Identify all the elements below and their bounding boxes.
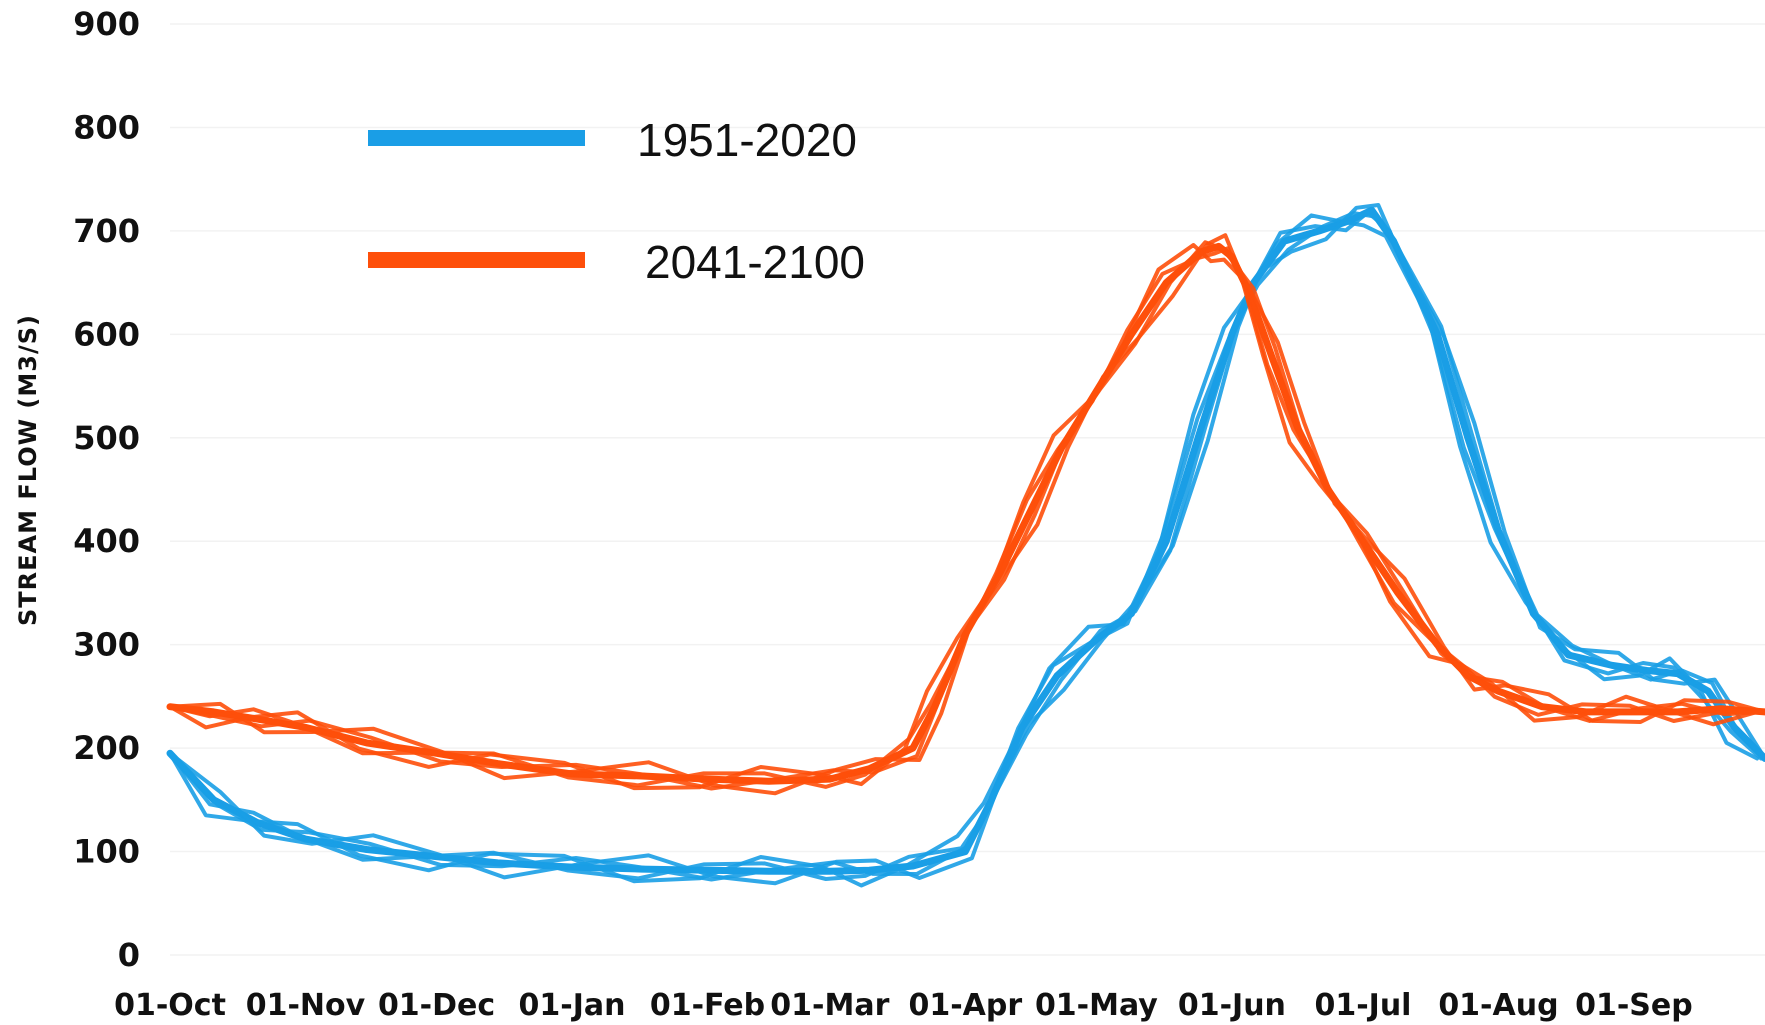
series-2041-2100 <box>166 233 1765 796</box>
y-tick-label: 100 <box>73 833 140 871</box>
x-tick-label: 01-Jun <box>1178 988 1286 1023</box>
gridlines <box>170 23 1765 956</box>
y-tick-label: 200 <box>73 729 140 767</box>
x-tick-label: 01-Jul <box>1314 988 1411 1023</box>
series-line-2041-2100 <box>166 242 1765 785</box>
x-tick-label: 01-Aug <box>1438 988 1558 1023</box>
ensemble-line-2041-2100 <box>168 233 1765 796</box>
ensemble-line-1951-2020 <box>168 203 1765 886</box>
x-axis-ticks: 01-Oct 01-Nov 01-Dec 01-Jan 01-Feb 01-Mar 01-A… <box>114 988 1693 1023</box>
y-tick-label: 300 <box>73 626 140 664</box>
legend: 1951-2020 2041-2100 <box>368 114 865 288</box>
x-tick-label: 01-Oct <box>114 988 226 1023</box>
x-tick-label: 01-Dec <box>378 988 495 1023</box>
x-tick-label: 01-Apr <box>908 988 1022 1023</box>
ensemble-line-2041-2100 <box>168 246 1764 789</box>
ensemble-line-1951-2020 <box>168 213 1760 888</box>
legend-label-2041-2100: 2041-2100 <box>645 236 865 288</box>
ensemble-line-1951-2020 <box>168 210 1764 881</box>
ensemble-line-2041-2100 <box>168 243 1760 791</box>
y-axis-label: STREAM FLOW (M3/S) <box>14 314 42 626</box>
y-axis-ticks: 0 100 200 300 400 500 600 700 800 900 <box>73 5 140 974</box>
legend-label-1951-2020: 1951-2020 <box>637 114 857 166</box>
x-tick-label: 01-Nov <box>246 988 366 1023</box>
y-tick-label: 500 <box>73 419 140 457</box>
y-tick-label: 400 <box>73 522 140 560</box>
y-tick-label: 800 <box>73 108 140 146</box>
y-tick-label: 900 <box>73 5 140 43</box>
series-1951-2020 <box>166 203 1765 888</box>
x-tick-label: 01-Jan <box>519 988 626 1023</box>
ensemble-line-1951-2020 <box>168 211 1765 882</box>
ensemble-line-2041-2100 <box>168 240 1765 791</box>
x-tick-label: 01-Feb <box>650 988 765 1023</box>
x-tick-label: 01-Sep <box>1575 988 1693 1023</box>
series-lines <box>166 203 1765 888</box>
x-tick-label: 01-May <box>1035 988 1158 1023</box>
x-tick-label: 01-Mar <box>770 988 889 1023</box>
y-tick-label: 600 <box>73 315 140 353</box>
y-tick-label: 700 <box>73 212 140 250</box>
y-tick-label: 0 <box>118 936 140 974</box>
